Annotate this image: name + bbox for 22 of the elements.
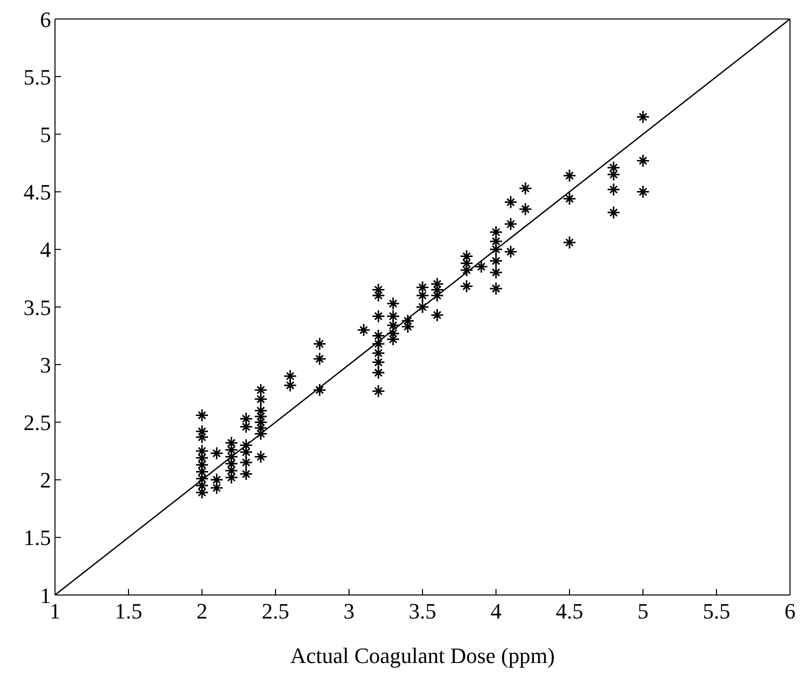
- y-tick-label: 4.5: [24, 180, 51, 205]
- x-tick-label: 1.5: [114, 598, 142, 624]
- y-tick-label: 4: [40, 237, 51, 262]
- x-tick-label: 5.5: [702, 598, 730, 624]
- y-tick-label: 6: [40, 6, 51, 32]
- y-tick-label: 3.5: [24, 294, 51, 320]
- x-tick-label: 6: [784, 598, 796, 624]
- y-tick-label: 5: [40, 122, 51, 148]
- x-tick-label: 3: [344, 598, 354, 624]
- x-axis-title: Actual Coagulant Dose (ppm): [290, 643, 555, 668]
- y-tick-label: 3: [40, 352, 51, 378]
- x-tick-label: 2.5: [262, 598, 290, 624]
- x-tick-label: 2: [196, 598, 208, 624]
- x-tick-label: 4.5: [556, 598, 584, 624]
- x-tick-label: 5: [638, 598, 648, 624]
- y-tick-label: 5.5: [24, 64, 51, 90]
- x-tick-label: 4: [490, 598, 502, 624]
- y-tick-label: 1: [40, 582, 51, 608]
- y-tick-label: 2: [40, 468, 51, 493]
- y-tick-label: 1.5: [24, 525, 51, 550]
- y-tick-label: 2.5: [24, 410, 51, 436]
- x-tick-label: 3.5: [408, 598, 436, 624]
